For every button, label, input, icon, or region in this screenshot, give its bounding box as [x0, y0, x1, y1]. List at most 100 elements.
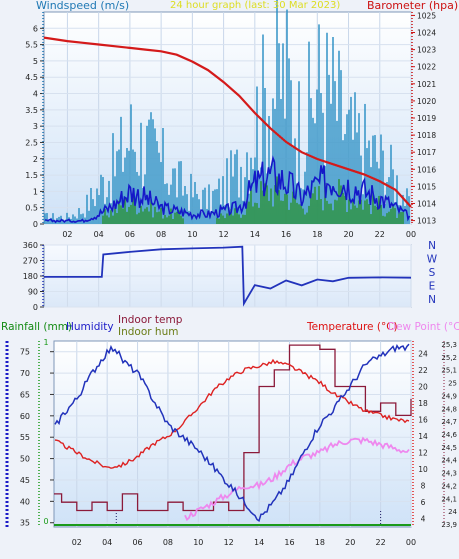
climate-x-tick-label: 02 [72, 538, 82, 547]
indoor-tick-label: 24,3 [441, 470, 457, 478]
compass-point-label: S [429, 267, 436, 279]
temperature-tick-label: 16 [418, 416, 428, 425]
barometer-tick-label: 1019 [417, 114, 436, 123]
direction-tick-label: 90 [28, 288, 38, 297]
wind-x-tick-label: 22 [375, 230, 385, 239]
temperature-tick-label: 6 [421, 498, 426, 507]
barometer-tick-label: 1013 [417, 217, 436, 226]
wind-tick-label: 5 [33, 57, 38, 66]
wind-tick-label: 4.5 [25, 73, 38, 82]
barometer-tick-label: 1025 [417, 11, 436, 20]
temperature-tick-label: 8 [421, 482, 426, 491]
barometer-tick-label: 1014 [417, 199, 436, 208]
direction-tick-label: 270 [23, 257, 38, 266]
wind-tick-label: 1.5 [25, 171, 38, 180]
barometer-tick-label: 1018 [417, 131, 436, 140]
wind-chart-title: 24 hour graph (last: 30 Mar 2023) [170, 0, 340, 11]
wind-x-tick-label: 00 [406, 230, 416, 239]
direction-tick-label: 360 [23, 241, 38, 250]
wind-x-tick-label: 06 [125, 230, 135, 239]
humidity-tick-label: 70 [20, 369, 30, 378]
climate-x-tick-label: 10 [193, 538, 203, 547]
climate-x-tick-label: 14 [254, 538, 264, 547]
humidity-axis-label: Humidity [66, 321, 114, 333]
temperature-tick-label: 20 [418, 382, 428, 391]
temperature-line [54, 358, 410, 469]
climate-grid [54, 341, 412, 527]
climate-x-tick-label: 22 [376, 538, 386, 547]
temperature-tick-label: 14 [418, 432, 428, 441]
indoor-tick-label: 24,8 [441, 405, 457, 413]
temperature-tick-label: 10 [418, 465, 428, 474]
temperature-tick-label: 24 [418, 349, 428, 358]
indoor-tick-label: 24,5 [441, 444, 457, 452]
wind-tick-label: 3 [33, 122, 38, 131]
wind-x-tick-label: 14 [250, 230, 260, 239]
indoor-tick-label: 24,1 [441, 495, 457, 503]
direction-line [44, 245, 412, 307]
rainfall-tick-label: 0 [43, 517, 48, 526]
wind-x-tick-label: 02 [62, 230, 72, 239]
climate-x-tick-label: 12 [224, 538, 234, 547]
humidity-line [54, 343, 410, 522]
wind-x-tick-label: 10 [187, 230, 197, 239]
climate-x-tick-label: 20 [345, 538, 355, 547]
wind-tick-label: 6 [33, 24, 38, 33]
indoor-tick-label: 24,4 [441, 457, 457, 465]
climate-plot-area [53, 340, 412, 528]
barometer-tick-label: 1022 [417, 63, 436, 72]
climate-axes: 3540455055606570750146810121416182022242… [5, 338, 458, 547]
barometer-tick-label: 1020 [417, 97, 436, 106]
wind-tick-label: 0.5 [25, 204, 38, 213]
compass-point-label: N [428, 294, 436, 306]
humidity-tick-label: 35 [20, 519, 30, 528]
wind-x-tick-label: 08 [156, 230, 166, 239]
wind-average-line [44, 155, 411, 224]
indoor-tick-label: 24 [448, 508, 457, 516]
humidity-tick-label: 45 [20, 476, 30, 485]
indoor-hum-label: Indoor hum [118, 326, 178, 338]
wind-x-tick-label: 16 [281, 230, 291, 239]
direction-axes: 0 90 180 270 360 [23, 241, 44, 312]
wind-series [43, 0, 412, 224]
wind-tick-label: 2.5 [25, 138, 38, 147]
climate-x-tick-label: 18 [315, 538, 325, 547]
wind-tick-label: 1 [33, 187, 38, 196]
climate-x-tick-label: 00 [406, 538, 416, 547]
compass-point-label: N [428, 240, 436, 252]
direction-tick-label: 0 [33, 303, 38, 312]
temperature-tick-label: 12 [418, 449, 428, 458]
wind-tick-label: 4 [33, 90, 38, 99]
humidity-tick-label: 50 [20, 455, 30, 464]
indoor-tick-label: 25,1 [441, 367, 457, 375]
indoor-tick-label: 25,2 [441, 354, 457, 362]
wind-x-tick-label: 18 [312, 230, 322, 239]
rainfall-tick-label: 1 [43, 338, 48, 347]
climate-x-tick-label: 06 [132, 538, 142, 547]
humidity-tick-label: 40 [20, 497, 30, 506]
climate-x-tick-label: 04 [102, 538, 112, 547]
wind-tick-label: 3.5 [25, 106, 38, 115]
climate-x-tick-label: 16 [284, 538, 294, 547]
dewpoint-axis-label: Dew Point (°C) [388, 321, 459, 333]
humidity-tick-label: 55 [20, 433, 30, 442]
humidity-tick-label: 75 [20, 348, 30, 357]
barometer-tick-label: 1023 [417, 46, 436, 55]
indoor-tick-label: 25 [448, 380, 457, 388]
indoor-tick-label: 24,6 [441, 431, 457, 439]
wind-x-tick-label: 20 [343, 230, 353, 239]
wind-x-tick-label: 12 [219, 230, 229, 239]
indoor-temp-line [54, 344, 412, 512]
wind-axes: 00.511.522.533.544.555.56101310141015101… [25, 11, 436, 239]
compass-point-label: W [427, 254, 438, 266]
temperature-tick-label: 22 [418, 366, 428, 375]
barometer-tick-label: 1021 [417, 80, 436, 89]
humidity-tick-label: 65 [20, 390, 30, 399]
barometer-tick-label: 1015 [417, 182, 436, 191]
climate-series [54, 343, 412, 526]
direction-tick-label: 180 [23, 272, 38, 281]
rainfall-axis-label: Rainfall (mm) [1, 321, 72, 333]
climate-x-tick-label: 08 [163, 538, 173, 547]
